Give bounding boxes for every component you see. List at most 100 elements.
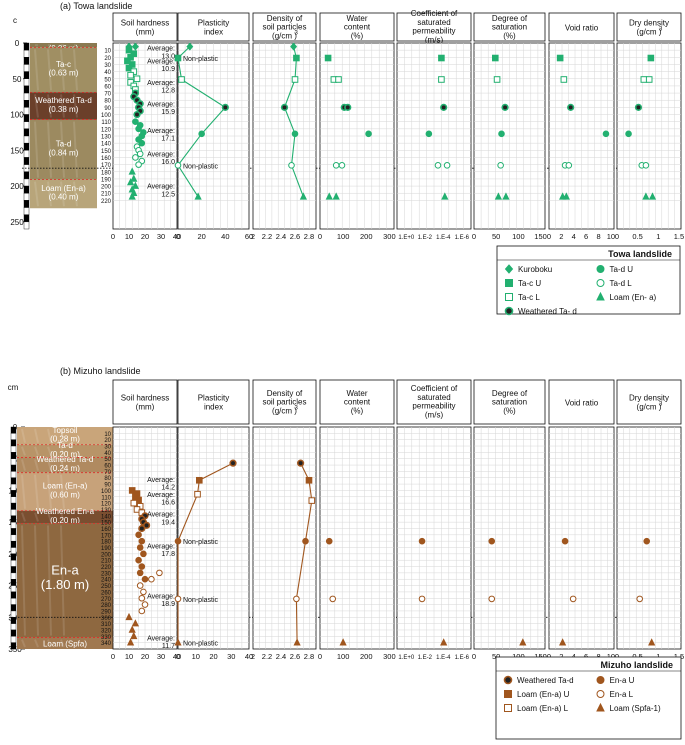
depth-scale-segment xyxy=(10,528,17,536)
x-tick-label: 0 xyxy=(176,652,180,661)
photo-texture xyxy=(34,512,39,522)
depth-fine-label: 320 xyxy=(101,628,112,634)
depth-fine-label: 110 xyxy=(101,495,111,501)
column-0: Soil hardness (mm)0 10 20 30 4010203040506070… xyxy=(101,12,181,241)
depth-axis-unit: c xyxy=(13,16,17,25)
x-tick-label: 150 xyxy=(534,652,547,661)
depth-fine-label: 140 xyxy=(101,514,112,520)
depth-scale-segment xyxy=(23,42,30,51)
x-tick-label: 30 xyxy=(157,232,165,241)
depth-scale-segment xyxy=(10,521,17,529)
depth-fine-label: 290 xyxy=(101,609,112,615)
data-point-circle xyxy=(567,103,575,111)
photo-texture xyxy=(34,428,39,443)
data-point-square xyxy=(505,293,513,301)
x-tick-label: 1.E-6 xyxy=(455,655,470,661)
data-point-circle xyxy=(434,162,442,169)
data-point-circle xyxy=(138,607,146,615)
depth-fine-label: 190 xyxy=(101,546,112,552)
depth-tick-label: 200 xyxy=(10,182,24,191)
average-annotation: Average: 13.0 xyxy=(147,46,175,61)
data-point-circle xyxy=(501,103,509,111)
data-point-circle xyxy=(291,130,299,138)
data-point-triangle xyxy=(174,638,182,646)
legend-label: Loam (En-a) U xyxy=(517,690,570,699)
data-point-circle xyxy=(565,162,573,169)
column-title-box xyxy=(396,379,472,425)
column-4: Coefficient of saturated permeability (m/s)… xyxy=(396,9,472,241)
photo-texture xyxy=(47,459,52,471)
photo-texture xyxy=(47,446,52,456)
x-tick-label: 2.4 xyxy=(276,652,286,661)
data-point-circle xyxy=(642,162,650,169)
depth-fine-label: 250 xyxy=(101,584,112,590)
legend-label: Ta-c U xyxy=(518,279,541,288)
depth-fine-label: 260 xyxy=(101,590,112,596)
data-point-triangle xyxy=(494,192,503,200)
photo-texture xyxy=(60,49,65,91)
photo-texture xyxy=(21,446,26,456)
depth-fine-label: 10 xyxy=(104,49,111,55)
data-point-circle xyxy=(596,676,605,684)
photo-texture xyxy=(47,49,52,91)
data-point-triangle xyxy=(130,174,138,182)
data-point-circle xyxy=(329,595,337,603)
data-point-triangle xyxy=(126,638,135,646)
data-point-circle xyxy=(174,595,182,603)
depth-scale-segment xyxy=(23,128,30,137)
data-point-triangle xyxy=(648,192,657,200)
photo-texture xyxy=(34,474,39,509)
column-title-box xyxy=(319,379,395,425)
depth-fine-label: 170 xyxy=(101,163,112,169)
x-tick-label: 0 xyxy=(615,652,619,661)
column-title: Degree of saturation (%) xyxy=(492,389,528,416)
depth-fine-label: 30 xyxy=(104,63,111,69)
depth-scale-segment xyxy=(23,64,30,72)
depth-fine-label: 180 xyxy=(101,540,112,546)
data-point-circle xyxy=(174,162,182,169)
data-point-circle xyxy=(503,675,513,685)
data-point-square xyxy=(293,54,300,62)
non-plastic-note: Non-plastic xyxy=(183,539,219,546)
photo-texture xyxy=(60,474,65,509)
column-2: Density of soil particles (g/cm )3 2 2.2 2.4 2… xyxy=(251,379,317,661)
data-point-circle xyxy=(135,161,142,168)
profile-line xyxy=(177,462,234,643)
column-title-box xyxy=(548,379,615,425)
legend-box xyxy=(495,656,682,740)
depth-fine-label: 90 xyxy=(104,483,111,489)
column-7: Dry density (g/cm )3 0 0.5 1 1.5 xyxy=(615,379,684,661)
legend-label: En-a U xyxy=(610,676,635,685)
depth-scale-segment xyxy=(23,78,30,87)
data-point-circle xyxy=(443,162,451,169)
x-tick-label: 0 xyxy=(547,652,551,661)
legend-label: Weathered Ta-d xyxy=(517,676,574,685)
depth-scale-segment xyxy=(23,150,30,158)
data-point-square xyxy=(127,71,134,79)
depth-fine-label: 330 xyxy=(101,635,112,641)
data-point-circle xyxy=(325,537,333,545)
photo-layer xyxy=(17,444,113,458)
column-title-box xyxy=(473,379,546,425)
photo-texture xyxy=(47,181,52,207)
data-point-circle xyxy=(138,139,146,147)
x-tick-label: 2.4 xyxy=(276,232,286,241)
data-point-circle xyxy=(132,154,139,161)
photo-texture xyxy=(60,446,65,456)
column-title: Void ratio xyxy=(565,23,599,32)
depth-scale-segment xyxy=(10,458,17,466)
x-tick-label: 40 xyxy=(173,232,181,241)
photo-texture xyxy=(60,639,65,648)
average-annotation: Average: 19.4 xyxy=(147,512,175,527)
data-point-diamond xyxy=(131,42,139,51)
data-point-triangle xyxy=(130,631,138,640)
data-point-square xyxy=(133,75,141,83)
photo-layer-label: Ta-d (0.84 m) xyxy=(49,140,79,158)
depth-fine-label: 40 xyxy=(104,70,111,76)
depth-scale-segment xyxy=(10,515,17,523)
panel-b-title: (b) Mizuho landslide xyxy=(60,366,141,376)
photo-texture xyxy=(21,459,26,471)
photo-layer-label: En-a (1.80 m) xyxy=(41,562,89,591)
photo-texture xyxy=(34,446,39,456)
